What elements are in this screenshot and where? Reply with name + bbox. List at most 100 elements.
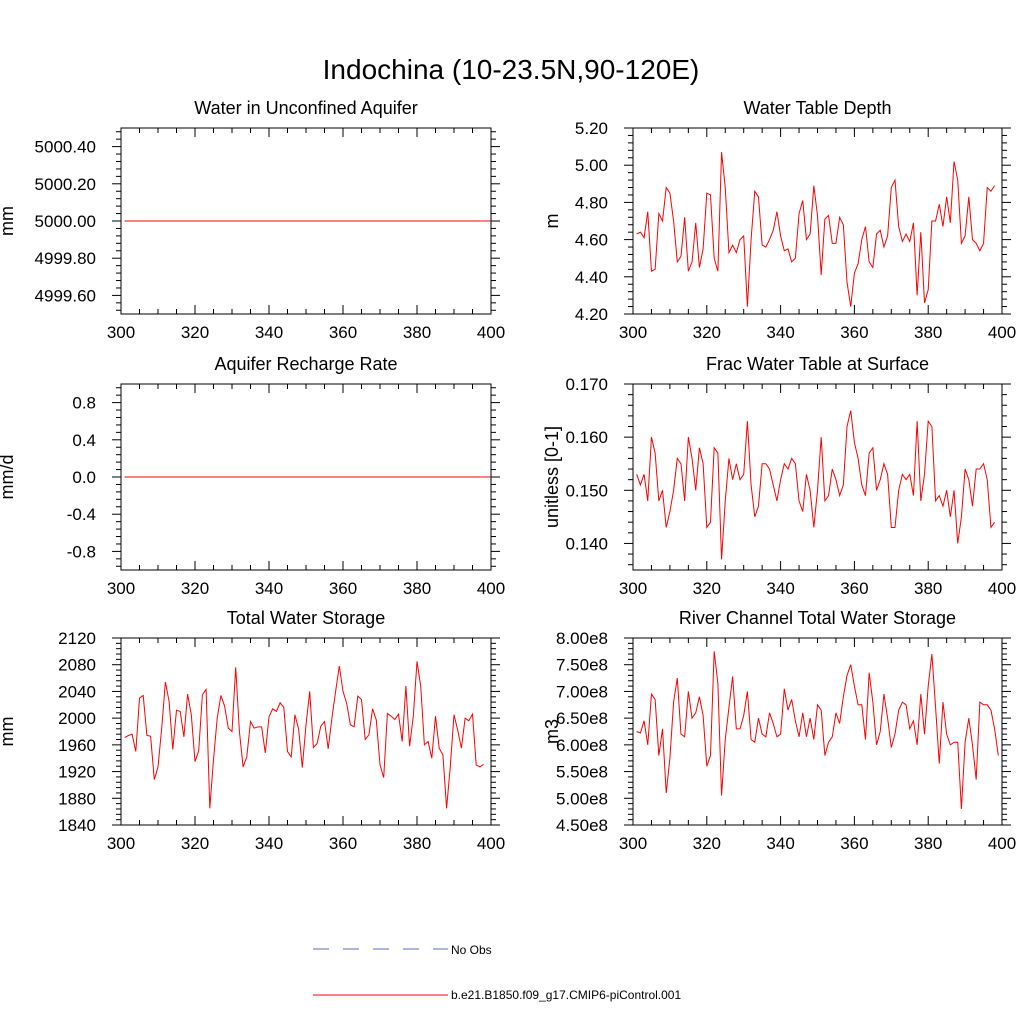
x-tick-label: 360 xyxy=(840,579,868,598)
y-tick-label: 4999.60 xyxy=(35,286,96,305)
y-tick-label: 7.50e8 xyxy=(556,656,608,675)
x-tick-label: 340 xyxy=(255,579,283,598)
x-tick-label: 300 xyxy=(619,579,647,598)
x-tick-label: 320 xyxy=(181,834,209,853)
chart-panel-4: Frac Water Table at Surface 300 320 340 360 3… xyxy=(542,354,1016,598)
chart-panel-1: Water in Unconfined Aquifer 300 320 340 360 3… xyxy=(0,98,505,342)
y-tick-label: 1960 xyxy=(58,736,96,755)
y-tick-label: 4.80 xyxy=(575,193,608,212)
x-tick-label: 300 xyxy=(619,323,647,342)
y-tick-label: 5.00 xyxy=(575,156,608,175)
x-tick-label: 400 xyxy=(477,323,505,342)
x-tick-label: 360 xyxy=(329,834,357,853)
panel-title: River Channel Total Water Storage xyxy=(679,608,956,628)
series-line xyxy=(636,651,999,809)
y-axis-label: mm/d xyxy=(0,455,17,500)
x-tick-label: 360 xyxy=(329,323,357,342)
x-tick-label: 320 xyxy=(693,579,721,598)
y-tick-label: 0.160 xyxy=(565,428,608,447)
y-tick-label: 6.50e8 xyxy=(556,709,608,728)
x-tick-label: 340 xyxy=(255,834,283,853)
x-tick-label: 300 xyxy=(107,834,135,853)
x-tick-label: 380 xyxy=(403,323,431,342)
y-axis-label: mm xyxy=(0,206,17,236)
series-line xyxy=(124,661,484,809)
x-tick-label: 400 xyxy=(477,579,505,598)
x-tick-label: 340 xyxy=(255,323,283,342)
y-tick-label: 2080 xyxy=(58,656,96,675)
y-tick-label: 4.20 xyxy=(575,305,608,324)
x-tick-label: 360 xyxy=(840,834,868,853)
y-tick-label: 0.4 xyxy=(72,431,96,450)
y-axis-label: mm xyxy=(0,717,17,747)
panel-title: Total Water Storage xyxy=(227,608,385,628)
x-tick-label: 320 xyxy=(181,323,209,342)
legend: No Obs b.e21.B1850.f09_g17.CMIP6-piContr… xyxy=(313,943,681,1002)
panel-title: Water in Unconfined Aquifer xyxy=(194,98,417,118)
plot-frame xyxy=(120,637,492,826)
x-tick-label: 380 xyxy=(403,579,431,598)
y-tick-label: 6.00e8 xyxy=(556,736,608,755)
y-tick-label: 0.140 xyxy=(565,534,608,553)
plot-frame xyxy=(632,383,1003,571)
x-tick-label: 360 xyxy=(329,579,357,598)
x-tick-label: 380 xyxy=(914,579,942,598)
panel-title: Water Table Depth xyxy=(743,98,891,118)
y-tick-label: 1840 xyxy=(58,816,96,835)
legend-label-model: b.e21.B1850.f09_g17.CMIP6-piControl.001 xyxy=(451,988,681,1002)
x-tick-label: 380 xyxy=(403,834,431,853)
x-tick-label: 400 xyxy=(988,834,1016,853)
x-tick-label: 340 xyxy=(766,323,794,342)
panels: Water in Unconfined Aquifer 300 320 340 360 3… xyxy=(0,98,1016,853)
y-tick-label: 5.00e8 xyxy=(556,789,608,808)
y-tick-label: 1880 xyxy=(58,789,96,808)
y-tick-label: 0.8 xyxy=(72,394,96,413)
y-tick-label: 8.00e8 xyxy=(556,629,608,648)
x-tick-label: 300 xyxy=(107,323,135,342)
y-tick-label: 5.50e8 xyxy=(556,763,608,782)
y-tick-label: 4.60 xyxy=(575,231,608,250)
x-tick-label: 340 xyxy=(766,834,794,853)
y-axis-label: m3 xyxy=(542,719,562,744)
y-tick-label: 4999.80 xyxy=(35,249,96,268)
x-tick-label: 380 xyxy=(914,323,942,342)
x-tick-label: 320 xyxy=(693,834,721,853)
figure-title: Indochina (10-23.5N,90-120E) xyxy=(323,54,700,85)
series-line xyxy=(636,152,996,307)
chart-panel-5: Total Water Storage 300 320 340 360 380 400 184… xyxy=(0,608,505,853)
y-tick-label: 5000.40 xyxy=(35,138,96,157)
chart-panel-2: Water Table Depth 300 320 340 360 380 400 4.20 4… xyxy=(542,98,1016,342)
x-tick-label: 360 xyxy=(840,323,868,342)
y-tick-label: 2120 xyxy=(58,629,96,648)
x-tick-label: 340 xyxy=(766,579,794,598)
series-line xyxy=(636,410,996,560)
y-tick-label: 5000.20 xyxy=(35,175,96,194)
x-tick-label: 320 xyxy=(181,579,209,598)
y-tick-label: 0.0 xyxy=(72,468,96,487)
y-axis-label: m xyxy=(542,214,562,229)
chart-panel-3: Aquifer Recharge Rate 300 320 340 360 380 400 -… xyxy=(0,354,505,598)
panel-title: Frac Water Table at Surface xyxy=(706,354,929,374)
chart-panel-6: River Channel Total Water Storage 300 320 3… xyxy=(542,608,1016,853)
panel-title: Aquifer Recharge Rate xyxy=(214,354,397,374)
y-tick-label: 5000.00 xyxy=(35,212,96,231)
y-tick-label: 1920 xyxy=(58,763,96,782)
y-tick-label: 0.170 xyxy=(565,375,608,394)
y-tick-label: 2000 xyxy=(58,709,96,728)
y-tick-label: 4.40 xyxy=(575,268,608,287)
y-tick-label: -0.4 xyxy=(67,505,96,524)
y-tick-label: -0.8 xyxy=(67,542,96,561)
x-tick-label: 400 xyxy=(988,579,1016,598)
y-tick-label: 2040 xyxy=(58,682,96,701)
y-tick-label: 7.00e8 xyxy=(556,682,608,701)
y-tick-label: 4.50e8 xyxy=(556,816,608,835)
x-tick-label: 320 xyxy=(693,323,721,342)
y-axis-label: unitless [0-1] xyxy=(542,426,562,528)
x-tick-label: 400 xyxy=(477,834,505,853)
legend-label-no-obs: No Obs xyxy=(451,943,492,957)
y-tick-label: 5.20 xyxy=(575,119,608,138)
x-tick-label: 300 xyxy=(107,579,135,598)
x-tick-label: 300 xyxy=(619,834,647,853)
y-tick-label: 0.150 xyxy=(565,481,608,500)
